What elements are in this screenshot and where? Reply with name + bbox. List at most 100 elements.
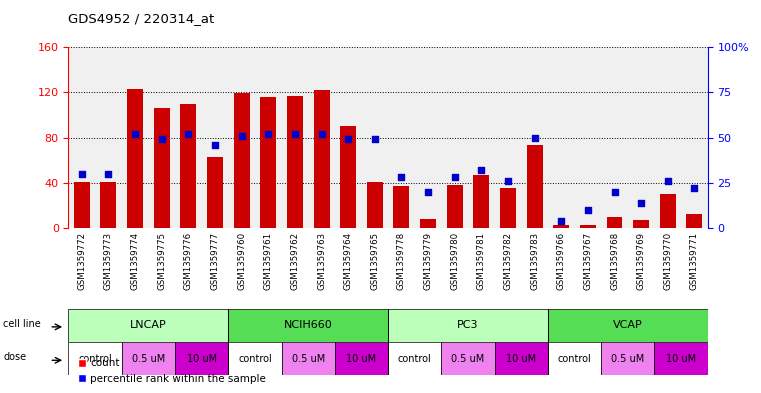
Text: GSM1359775: GSM1359775 <box>158 232 166 290</box>
Text: GSM1359762: GSM1359762 <box>291 232 299 290</box>
Text: 10 uM: 10 uM <box>186 354 217 364</box>
Point <box>102 171 114 177</box>
Bar <box>367 182 383 228</box>
Bar <box>548 309 708 342</box>
Bar <box>282 342 335 375</box>
Text: GSM1359763: GSM1359763 <box>317 232 326 290</box>
Text: GSM1359765: GSM1359765 <box>371 232 379 290</box>
Point <box>209 141 221 148</box>
Text: GSM1359780: GSM1359780 <box>451 232 459 290</box>
Legend: count, percentile rank within the sample: count, percentile rank within the sample <box>74 354 270 388</box>
Point <box>129 131 142 137</box>
Point <box>661 178 674 184</box>
Text: GSM1359783: GSM1359783 <box>530 232 539 290</box>
Bar <box>68 309 228 342</box>
Text: GSM1359769: GSM1359769 <box>637 232 645 290</box>
Text: cell line: cell line <box>4 319 41 329</box>
Text: 0.5 uM: 0.5 uM <box>611 354 645 364</box>
Bar <box>660 194 676 228</box>
Bar <box>500 188 516 228</box>
Text: 10 uM: 10 uM <box>666 354 696 364</box>
Bar <box>393 186 409 228</box>
Point <box>396 174 408 180</box>
Bar <box>154 108 170 228</box>
Point <box>581 207 594 213</box>
Bar <box>495 342 548 375</box>
Point <box>368 136 380 143</box>
Text: control: control <box>238 354 272 364</box>
Point <box>608 189 620 195</box>
Point <box>315 131 327 137</box>
Bar <box>340 126 356 228</box>
Bar <box>122 342 175 375</box>
Point <box>288 131 301 137</box>
Text: 0.5 uM: 0.5 uM <box>291 354 325 364</box>
Bar <box>100 182 116 228</box>
Text: GSM1359768: GSM1359768 <box>610 232 619 290</box>
Text: GSM1359760: GSM1359760 <box>237 232 246 290</box>
Point <box>555 218 567 224</box>
Bar <box>228 342 282 375</box>
Bar <box>580 224 596 228</box>
Bar <box>441 342 495 375</box>
Text: GSM1359772: GSM1359772 <box>78 232 86 290</box>
Point <box>262 131 274 137</box>
Text: 0.5 uM: 0.5 uM <box>451 354 485 364</box>
Point <box>688 185 700 191</box>
Bar <box>388 309 548 342</box>
Text: control: control <box>558 354 591 364</box>
Bar <box>388 342 441 375</box>
Bar <box>633 220 649 228</box>
Text: GSM1359777: GSM1359777 <box>211 232 219 290</box>
Text: GDS4952 / 220314_at: GDS4952 / 220314_at <box>68 12 215 25</box>
Text: 10 uM: 10 uM <box>346 354 377 364</box>
Bar <box>447 185 463 228</box>
Bar <box>314 90 330 228</box>
Text: LNCAP: LNCAP <box>130 320 167 330</box>
Text: 0.5 uM: 0.5 uM <box>132 354 165 364</box>
Bar <box>207 157 223 228</box>
Text: GSM1359776: GSM1359776 <box>184 232 193 290</box>
Bar <box>654 342 708 375</box>
Point <box>235 132 247 139</box>
Text: GSM1359774: GSM1359774 <box>131 232 139 290</box>
Bar <box>228 309 388 342</box>
Text: dose: dose <box>4 352 27 362</box>
Point <box>182 131 194 137</box>
Bar <box>335 342 388 375</box>
Point <box>75 171 88 177</box>
Point <box>528 134 540 141</box>
Text: GSM1359761: GSM1359761 <box>264 232 272 290</box>
Text: VCAP: VCAP <box>613 320 643 330</box>
Point <box>501 178 514 184</box>
Text: 10 uM: 10 uM <box>506 354 537 364</box>
Text: GSM1359779: GSM1359779 <box>424 232 432 290</box>
Text: GSM1359767: GSM1359767 <box>584 232 592 290</box>
Point <box>635 200 647 206</box>
Text: NCIH660: NCIH660 <box>284 320 333 330</box>
Point <box>155 136 167 143</box>
Point <box>422 189 434 195</box>
Bar <box>127 89 143 228</box>
Bar <box>553 224 569 228</box>
Bar <box>74 182 90 228</box>
Bar <box>548 342 601 375</box>
Bar <box>420 219 436 228</box>
Text: GSM1359770: GSM1359770 <box>664 232 672 290</box>
Bar <box>686 214 702 228</box>
Text: PC3: PC3 <box>457 320 479 330</box>
Text: GSM1359782: GSM1359782 <box>504 232 512 290</box>
Text: GSM1359764: GSM1359764 <box>344 232 352 290</box>
Bar <box>180 104 196 228</box>
Bar <box>175 342 228 375</box>
Text: GSM1359766: GSM1359766 <box>557 232 565 290</box>
Point <box>475 167 487 173</box>
Bar <box>234 94 250 228</box>
Bar <box>473 175 489 228</box>
Text: GSM1359771: GSM1359771 <box>690 232 699 290</box>
Bar <box>287 96 303 228</box>
Bar <box>260 97 276 228</box>
Text: GSM1359778: GSM1359778 <box>397 232 406 290</box>
Text: GSM1359781: GSM1359781 <box>477 232 486 290</box>
Bar <box>607 217 622 228</box>
